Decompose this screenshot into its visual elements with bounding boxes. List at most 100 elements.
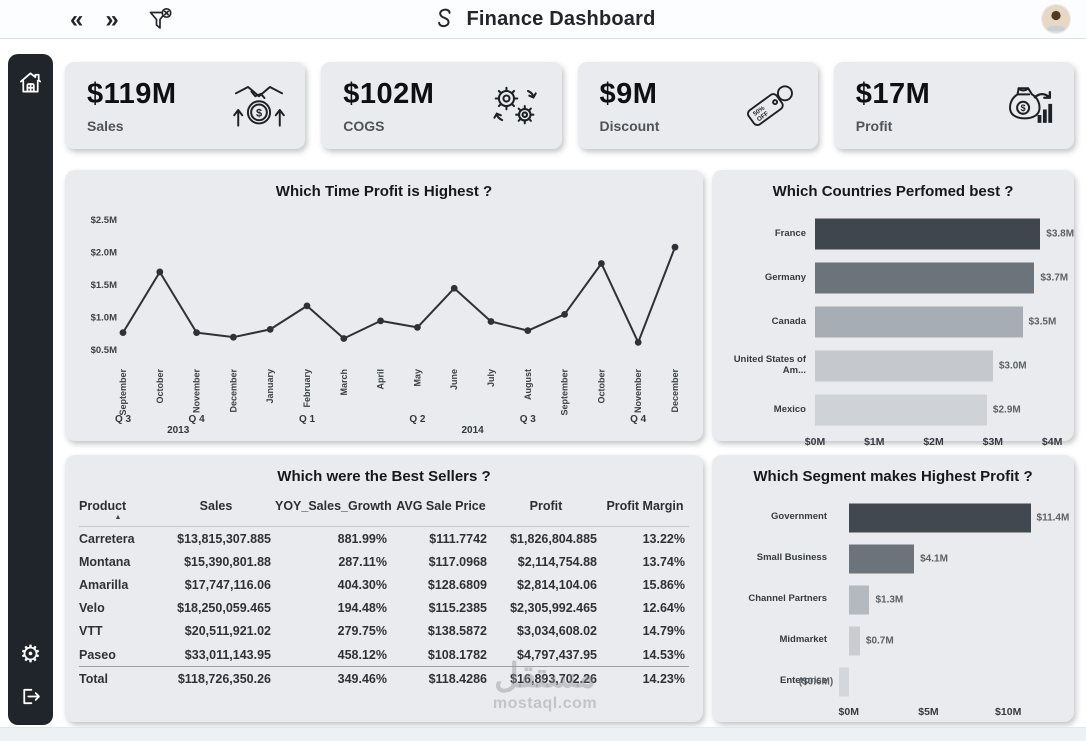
nav-controls: « » <box>70 0 173 39</box>
column-header[interactable]: YOY_Sales_Growth <box>275 499 392 513</box>
bar-row[interactable]: United States of Am... $3.0M <box>722 344 1064 388</box>
kpi-card-cogs[interactable]: $102M COGS <box>321 62 562 149</box>
bar-row[interactable]: France $3.8M <box>722 212 1074 256</box>
data-point[interactable] <box>487 318 495 325</box>
cogs-icon <box>486 78 546 134</box>
table-cell: 194.48% <box>337 601 387 616</box>
data-point[interactable] <box>340 335 348 342</box>
logout-icon[interactable] <box>18 684 43 709</box>
table-cell: Carretera <box>79 531 135 546</box>
x-axis-month-label: January <box>265 369 275 404</box>
x-axis-month-label: August <box>523 369 533 400</box>
chart-title: Which Countries Perfomed best ? <box>772 183 1014 200</box>
bar-track: $11.4M <box>836 497 1069 538</box>
kpi-card-discount[interactable]: $9M Discount 50% <box>577 62 818 149</box>
profit-line <box>122 246 676 344</box>
bar-value-label: $11.4M <box>1036 512 1070 523</box>
bar[interactable] <box>815 262 1035 294</box>
kpi-value: $119M <box>87 77 177 110</box>
table-row[interactable]: Velo $18,250,059.465 194.48% $115.2385 $2,30… <box>79 597 689 620</box>
data-point[interactable] <box>414 323 421 331</box>
data-point[interactable] <box>266 325 274 333</box>
column-header[interactable]: AVG Sale Price <box>396 499 486 513</box>
bar[interactable] <box>848 585 870 614</box>
bar[interactable] <box>848 626 860 655</box>
y-axis-tick: $1.5M <box>91 280 117 291</box>
bar-category-label: Enterprise <box>780 675 827 687</box>
bar-category-label: Germany <box>764 271 806 283</box>
data-point[interactable] <box>377 317 384 325</box>
home-icon[interactable] <box>17 69 44 96</box>
bar[interactable] <box>815 306 1023 338</box>
x-axis-tick-label: $5M <box>918 706 939 718</box>
bar[interactable] <box>815 350 993 382</box>
bar-row[interactable]: Government $11.4M <box>722 497 1069 538</box>
table-cell: $4,797,437.95 <box>517 647 597 662</box>
kpi-card-sales[interactable]: $119M Sales $ <box>65 62 306 149</box>
bar-row[interactable]: Small Business $4.1M <box>722 538 1064 579</box>
data-point[interactable] <box>303 302 311 310</box>
countries-bar-chart: France $3.8M Germany $3.7M Canada $3.5M United… <box>722 212 1074 453</box>
total-cell: 349.46% <box>275 666 391 691</box>
settings-icon[interactable]: ⚙ <box>19 641 42 668</box>
collapse-right-icon[interactable]: » <box>105 5 119 33</box>
table-cell: $111.7742 <box>429 531 487 546</box>
bar[interactable] <box>848 503 1031 532</box>
data-point[interactable] <box>598 260 605 267</box>
column-header[interactable]: Product ▲ <box>79 493 157 527</box>
table-cell: 404.30% <box>337 577 387 592</box>
table-cell: 287.11% <box>338 554 387 569</box>
bar-row[interactable]: Germany $3.7M <box>722 256 1068 300</box>
data-point[interactable] <box>119 329 127 337</box>
data-point[interactable] <box>450 284 458 292</box>
bar-row[interactable]: Mexico $2.9M <box>722 388 1064 432</box>
data-point[interactable] <box>634 338 642 346</box>
x-axis-month-label: June <box>449 369 459 390</box>
kpi-value: $17M <box>855 77 931 110</box>
bar[interactable] <box>815 218 1041 250</box>
data-point[interactable] <box>524 327 532 335</box>
table-row[interactable]: Amarilla $17,747,116.06 404.30% $128.6809 $2… <box>79 573 689 596</box>
top-bar: « » Finance Dashboard <box>0 0 1086 39</box>
kpi-card-profit[interactable]: $17M Profit $ <box>833 62 1074 149</box>
data-point[interactable] <box>671 243 679 251</box>
bar-track: $4.1M <box>836 538 1064 579</box>
bar-row[interactable]: Canada $3.5M <box>722 300 1064 344</box>
table-row[interactable]: Carretera $13,815,307.885 881.99% $111.7742… <box>79 527 689 551</box>
column-header[interactable]: Profit <box>529 499 563 513</box>
best-sellers-table[interactable]: Product ▲ Sales YOY_Sales_Growth AVG Sale Pr… <box>79 493 689 691</box>
bar-track: $2.9M <box>815 388 1064 432</box>
table-cell: $2,114,754.88 <box>517 554 597 569</box>
data-point[interactable] <box>230 333 237 341</box>
bar-row[interactable]: Midmarket $0.7M <box>722 620 1064 661</box>
profit-line-chart[interactable]: $0.5M $1.0M $1.5M $2.0M $2.5M September Octobe… <box>77 200 689 434</box>
bar[interactable] <box>815 394 987 426</box>
bar-row[interactable]: Channel Partners $1.3M <box>722 579 1064 620</box>
bar-track: $3.5M <box>815 300 1064 344</box>
column-header[interactable]: Sales <box>199 499 233 513</box>
table-cell: $2,814,104.06 <box>517 577 597 592</box>
bar-value-label: $3.5M <box>1028 316 1057 328</box>
bar[interactable] <box>839 667 849 696</box>
table-row[interactable]: Montana $15,390,801.88 287.11% $117.0968 $2,… <box>79 550 689 573</box>
collapse-left-icon[interactable]: « <box>70 5 84 33</box>
table-row[interactable]: Paseo $33,011,143.95 458.12% $108.1782 $4,79… <box>79 643 689 667</box>
x-axis-tick-label: $4M <box>1041 436 1063 448</box>
chart-title: Which were the Best Sellers ? <box>277 468 491 485</box>
bar[interactable] <box>848 544 915 573</box>
bar-row[interactable]: Enterprise ($0.6M) <box>722 661 1064 702</box>
x-axis-month-label: July <box>486 369 496 387</box>
bar-category-label: United States of Am... <box>733 354 806 376</box>
data-point[interactable] <box>561 310 568 318</box>
table-row[interactable]: VTT $20,511,921.02 279.75% $138.5872 $3,034,… <box>79 620 689 643</box>
data-point[interactable] <box>193 329 200 337</box>
table-cell: $1,826,804.885 <box>510 531 597 546</box>
clear-filter-icon[interactable] <box>147 7 173 33</box>
column-header[interactable]: Profit Margin <box>606 499 684 513</box>
avatar[interactable] <box>1042 5 1070 33</box>
data-point[interactable] <box>156 268 164 276</box>
y-axis-tick: $2.0M <box>91 247 117 258</box>
bar-category-label: Small Business <box>756 552 827 564</box>
x-axis-month-label: September <box>560 369 570 416</box>
